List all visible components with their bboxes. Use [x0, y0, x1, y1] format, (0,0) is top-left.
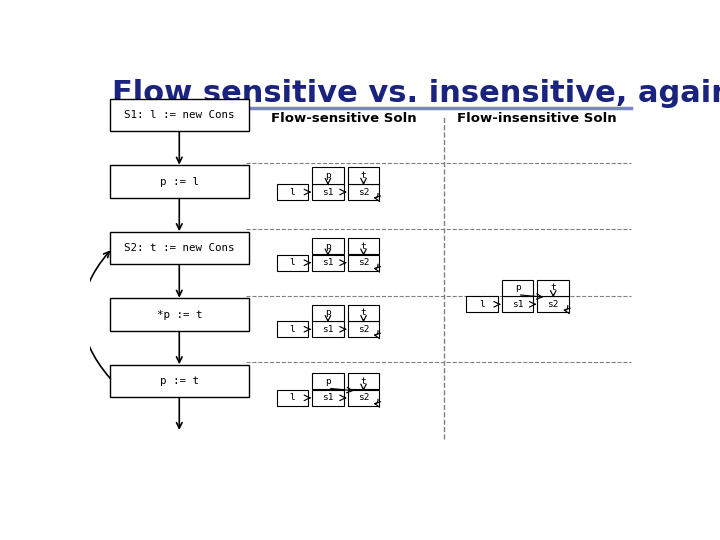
FancyBboxPatch shape [502, 280, 534, 296]
Text: s1: s1 [322, 393, 333, 402]
Text: t: t [361, 242, 366, 251]
Text: s1: s1 [322, 187, 333, 197]
FancyBboxPatch shape [348, 167, 379, 184]
FancyBboxPatch shape [348, 238, 379, 254]
Text: *p := t: *p := t [156, 310, 202, 320]
Text: s2: s2 [358, 187, 369, 197]
FancyBboxPatch shape [109, 99, 249, 131]
FancyBboxPatch shape [312, 373, 343, 389]
FancyArrowPatch shape [82, 252, 110, 379]
Text: p: p [325, 242, 330, 251]
FancyBboxPatch shape [537, 280, 569, 296]
FancyBboxPatch shape [276, 321, 308, 338]
FancyBboxPatch shape [312, 390, 343, 406]
Text: Flow sensitive vs. insensitive, again: Flow sensitive vs. insensitive, again [112, 79, 720, 109]
Text: p: p [515, 284, 521, 292]
FancyBboxPatch shape [467, 296, 498, 313]
Text: p := l: p := l [160, 177, 199, 187]
Text: s1: s1 [322, 325, 333, 334]
Text: S1: l := new Cons: S1: l := new Cons [124, 110, 235, 120]
FancyBboxPatch shape [348, 184, 379, 200]
Text: t: t [361, 377, 366, 386]
Text: s2: s2 [358, 258, 369, 267]
Text: s2: s2 [358, 393, 369, 402]
FancyBboxPatch shape [312, 305, 343, 321]
FancyBboxPatch shape [276, 390, 308, 406]
Text: s1: s1 [512, 300, 523, 309]
FancyBboxPatch shape [502, 296, 534, 313]
Text: S2: t := new Cons: S2: t := new Cons [124, 243, 235, 253]
FancyBboxPatch shape [312, 255, 343, 271]
Text: p: p [325, 171, 330, 180]
FancyBboxPatch shape [276, 255, 308, 271]
FancyBboxPatch shape [348, 255, 379, 271]
FancyBboxPatch shape [348, 373, 379, 389]
FancyBboxPatch shape [312, 321, 343, 338]
Text: l: l [289, 258, 295, 267]
Text: l: l [480, 300, 485, 309]
Text: p := t: p := t [160, 376, 199, 386]
FancyBboxPatch shape [109, 299, 249, 331]
Text: l: l [289, 393, 295, 402]
FancyBboxPatch shape [312, 184, 343, 200]
Text: l: l [289, 325, 295, 334]
FancyBboxPatch shape [109, 232, 249, 265]
FancyBboxPatch shape [348, 321, 379, 338]
Text: t: t [361, 308, 366, 318]
Text: t: t [361, 171, 366, 180]
Text: Flow-sensitive Soln: Flow-sensitive Soln [271, 112, 417, 125]
FancyBboxPatch shape [312, 167, 343, 184]
FancyBboxPatch shape [537, 296, 569, 313]
FancyBboxPatch shape [312, 238, 343, 254]
Text: s2: s2 [358, 325, 369, 334]
FancyBboxPatch shape [276, 184, 308, 200]
Text: p: p [325, 377, 330, 386]
Text: t: t [550, 284, 556, 292]
FancyBboxPatch shape [348, 390, 379, 406]
Text: s2: s2 [547, 300, 559, 309]
Text: p: p [325, 308, 330, 318]
FancyBboxPatch shape [109, 365, 249, 397]
FancyBboxPatch shape [348, 305, 379, 321]
Text: Flow-insensitive Soln: Flow-insensitive Soln [456, 112, 616, 125]
FancyBboxPatch shape [109, 165, 249, 198]
Text: s1: s1 [322, 258, 333, 267]
Text: l: l [289, 187, 295, 197]
